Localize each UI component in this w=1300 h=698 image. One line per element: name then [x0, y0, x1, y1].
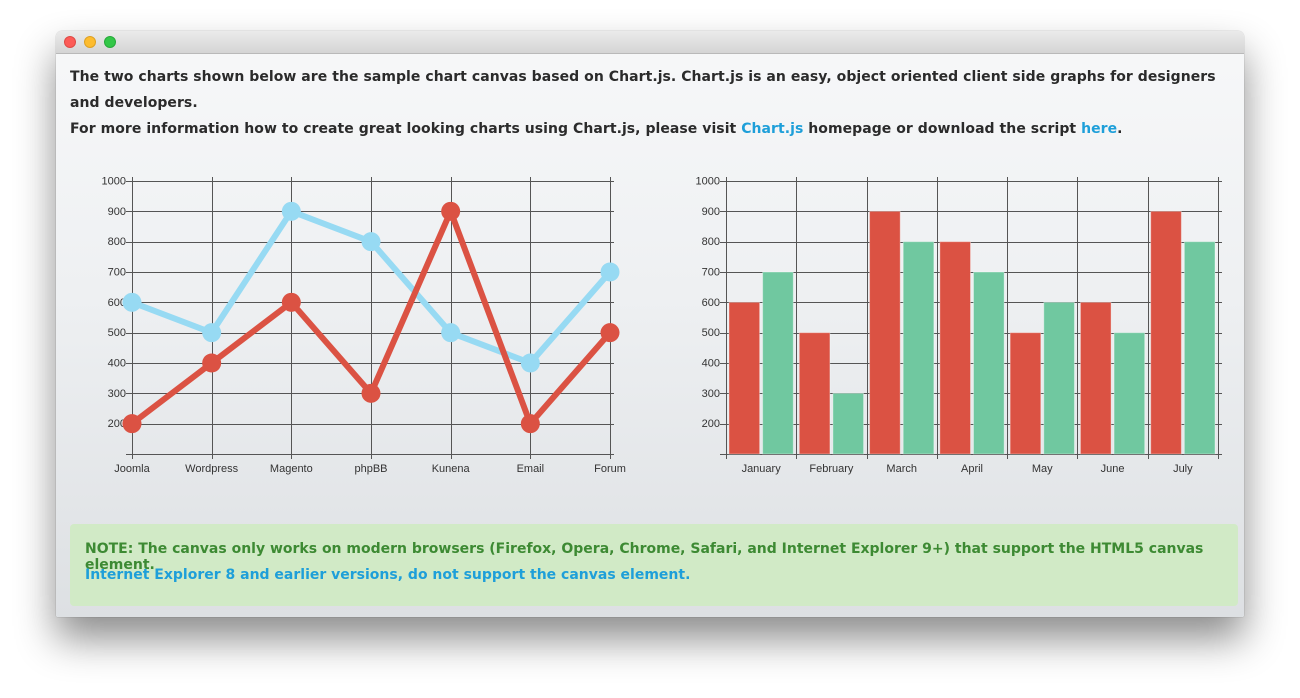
x-tick-label: phpBB	[354, 463, 387, 475]
data-point	[520, 414, 540, 434]
bar	[939, 241, 972, 455]
minimize-window-button[interactable]	[84, 36, 96, 48]
bar	[728, 301, 761, 455]
y-tick-label: 1000	[102, 176, 126, 188]
bar-series-1	[728, 210, 1182, 455]
y-tick-label: 800	[702, 236, 720, 248]
data-point	[361, 383, 381, 403]
y-tick-label: 200	[108, 418, 126, 430]
y-tick-label: 300	[702, 388, 720, 400]
x-tick-label: February	[809, 463, 854, 475]
y-tick-label: 700	[702, 267, 720, 279]
y-tick-label: 900	[702, 206, 720, 218]
y-tick-label: 300	[108, 388, 126, 400]
y-tick-label: 800	[108, 236, 126, 248]
y-tick-label: 500	[108, 327, 126, 339]
line-series-1	[122, 201, 620, 373]
data-point	[122, 414, 142, 434]
bar	[1079, 301, 1112, 455]
intro-line-1: The two charts shown below are the sampl…	[70, 69, 1216, 111]
x-tick-label: Magento	[270, 463, 313, 475]
line-chart: 200 300 400 500 600 700 800 900 1000 Joomla Wordpr…	[102, 176, 626, 476]
data-point	[361, 232, 381, 252]
bar	[1113, 332, 1146, 455]
x-tick-label: Wordpress	[185, 463, 238, 475]
x-tick-label: Forum	[594, 463, 626, 475]
data-point	[441, 323, 461, 343]
bar	[832, 392, 865, 455]
x-tick-label: Email	[517, 463, 545, 475]
browser-support-note: NOTE: The canvas only works on modern br…	[70, 524, 1238, 606]
bar	[1009, 332, 1042, 455]
close-window-button[interactable]	[64, 36, 76, 48]
data-point	[202, 323, 222, 343]
x-tick-label: Joomla	[114, 463, 150, 475]
x-tick-label: March	[886, 463, 917, 475]
data-point	[281, 292, 301, 312]
x-tick-label: May	[1032, 463, 1053, 475]
title-bar	[56, 31, 1244, 54]
y-tick-label: 200	[702, 418, 720, 430]
x-tick-label: April	[961, 463, 983, 475]
intro-text-before-link: For more information how to create great…	[70, 121, 742, 137]
bar	[1150, 210, 1182, 455]
bar	[973, 271, 1005, 455]
note-line-2: Internet Explorer 8 and earlier versions…	[85, 567, 691, 583]
bar-chart: 200 300 400 500 600 700 800 900 1000 January Febru…	[696, 176, 1222, 475]
bar	[1183, 241, 1216, 455]
intro-text-middle: homepage or download the script	[803, 121, 1082, 137]
browser-window: The two charts shown below are the sampl…	[56, 31, 1244, 617]
x-tick-label: July	[1173, 463, 1193, 475]
bar	[762, 271, 794, 455]
chartjs-homepage-link[interactable]: Chart.js	[741, 121, 804, 137]
intro-text-after: .	[1117, 121, 1123, 137]
y-tick-label: 400	[702, 358, 720, 370]
y-tick-label: 600	[702, 297, 720, 309]
bar	[869, 210, 901, 455]
maximize-window-button[interactable]	[104, 36, 116, 48]
bar-series-2	[762, 241, 1216, 455]
data-point	[281, 201, 301, 221]
data-point	[600, 323, 620, 343]
x-tick-label: January	[742, 463, 782, 475]
y-tick-label: 400	[108, 358, 126, 370]
chart-grid	[126, 177, 614, 459]
y-tick-label: 1000	[696, 176, 720, 188]
note-line-1: NOTE: The canvas only works on modern br…	[85, 541, 1204, 573]
data-point	[441, 201, 461, 221]
data-point	[600, 262, 620, 282]
line-series-2	[122, 201, 620, 434]
y-tick-label: 900	[108, 206, 126, 218]
x-tick-label: Kunena	[432, 463, 471, 475]
intro-paragraph: The two charts shown below are the sampl…	[70, 64, 1230, 142]
bar	[1043, 301, 1075, 455]
intro-line-2: For more information how to create great…	[70, 116, 1230, 142]
y-tick-label: 600	[108, 297, 126, 309]
bar	[798, 332, 831, 455]
y-tick-label: 700	[108, 267, 126, 279]
y-tick-label: 500	[702, 327, 720, 339]
download-script-link[interactable]: here	[1081, 121, 1118, 137]
data-point	[122, 292, 142, 312]
data-point	[520, 353, 540, 373]
x-tick-label: June	[1101, 463, 1125, 475]
bar	[902, 241, 935, 455]
data-point	[202, 353, 222, 373]
